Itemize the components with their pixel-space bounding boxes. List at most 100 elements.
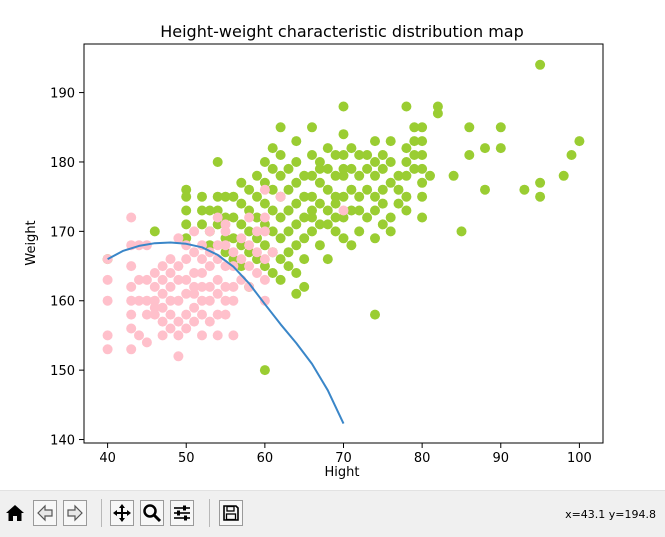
scatter-point [362, 150, 373, 160]
scatter-point [417, 163, 428, 174]
scatter-point [165, 268, 176, 278]
x-tick-label: 80 [414, 451, 431, 466]
scatter-point [385, 177, 396, 188]
scatter-point [220, 226, 231, 237]
scatter-point [173, 295, 184, 306]
scatter-point [181, 233, 192, 244]
chart-title: Height-weight characteristic distributio… [160, 22, 524, 41]
scatter-point [495, 122, 506, 133]
scatter-point [228, 191, 239, 202]
scatter-point [197, 219, 207, 230]
scatter-point [204, 226, 215, 237]
scatter-point [519, 184, 530, 195]
scatter-point [314, 157, 325, 167]
scatter-point [197, 281, 207, 292]
scatter-point [204, 261, 215, 272]
scatter-point [307, 191, 317, 202]
scatter-point [385, 157, 396, 167]
scatter-point [267, 184, 278, 195]
scatter-point [181, 205, 192, 216]
scatter-point [393, 198, 404, 209]
scatter-point [149, 281, 160, 292]
y-tick-label: 180 [50, 156, 75, 171]
scatter-point [259, 295, 270, 306]
home-icon [6, 505, 24, 521]
scatter-point [275, 212, 286, 223]
y-axis-label: Weight [24, 220, 39, 265]
forward-button[interactable] [63, 500, 87, 526]
scatter-point [283, 163, 294, 174]
x-tick-label: 60 [257, 451, 274, 466]
scatter-point [126, 261, 137, 272]
scatter-point [173, 233, 184, 244]
figure: Height-weight characteristic distributio… [24, 22, 604, 480]
scatter-point [236, 240, 247, 251]
back-button[interactable] [33, 500, 57, 526]
scatter-point [252, 254, 262, 265]
scatter-point [189, 302, 200, 313]
scatter-point [346, 163, 357, 174]
scatter-point [283, 184, 294, 195]
scatter-point [330, 191, 341, 202]
scatter-point [338, 150, 349, 160]
y-tick-label: 150 [50, 364, 75, 379]
scatter-point [299, 191, 310, 202]
scatter-point [259, 261, 270, 272]
scatter-point [212, 157, 223, 167]
scatter-point [283, 226, 294, 237]
scatter-point [267, 143, 278, 154]
scatter-point [212, 219, 223, 230]
zoom-button[interactable] [140, 500, 164, 526]
scatter-point [307, 122, 317, 133]
scatter-point [338, 205, 349, 216]
scatter-point [197, 205, 207, 216]
scatter-point [338, 129, 349, 140]
scatter-point [204, 240, 215, 251]
save-button[interactable] [219, 500, 243, 526]
pan-button[interactable] [110, 500, 134, 526]
scatter-point [102, 330, 113, 341]
scatter-point [236, 233, 247, 244]
scatter-point [330, 212, 341, 223]
scatter-point [417, 136, 428, 147]
scatter-point [157, 261, 168, 272]
scatter-point [134, 295, 144, 306]
scatter-point [126, 212, 137, 223]
scatter-point [165, 281, 176, 292]
scatter-point [220, 233, 231, 244]
scatter-point [354, 170, 365, 181]
scatter-point [236, 261, 247, 272]
scatter-point [354, 226, 365, 237]
scatter-point [157, 274, 168, 285]
scatter-point [157, 302, 168, 313]
scatter-point [228, 233, 239, 244]
scatter-point [197, 295, 207, 306]
scatter-point [244, 226, 255, 237]
cursor-coordinates: x=43.1 y=194.8 [565, 508, 656, 521]
scatter-point [220, 191, 231, 202]
scatter-point [307, 212, 317, 223]
scatter-point [432, 108, 443, 119]
scatter-point [204, 205, 215, 216]
scatter-point [259, 198, 270, 209]
scatter-point [322, 205, 333, 216]
scatter-point [291, 240, 302, 251]
scatter-point [126, 295, 137, 306]
scatter-point [244, 205, 255, 216]
scatter-point [220, 212, 231, 223]
home-button[interactable] [3, 500, 27, 526]
scatter-point [181, 288, 192, 299]
scatter-point [338, 163, 349, 174]
scatter-point [189, 316, 200, 327]
scatter-point [464, 150, 475, 160]
scatter-point [181, 219, 192, 230]
scatter-point [464, 122, 475, 133]
scatter-point [377, 163, 388, 174]
scatter-point [259, 212, 270, 223]
scatter-point [267, 163, 278, 174]
zoom-icon [143, 504, 162, 523]
configure-subplots-icon [174, 505, 190, 521]
toolbar-separator [209, 499, 210, 527]
scatter-point [252, 268, 262, 278]
configure-subplots-button[interactable] [170, 500, 194, 526]
